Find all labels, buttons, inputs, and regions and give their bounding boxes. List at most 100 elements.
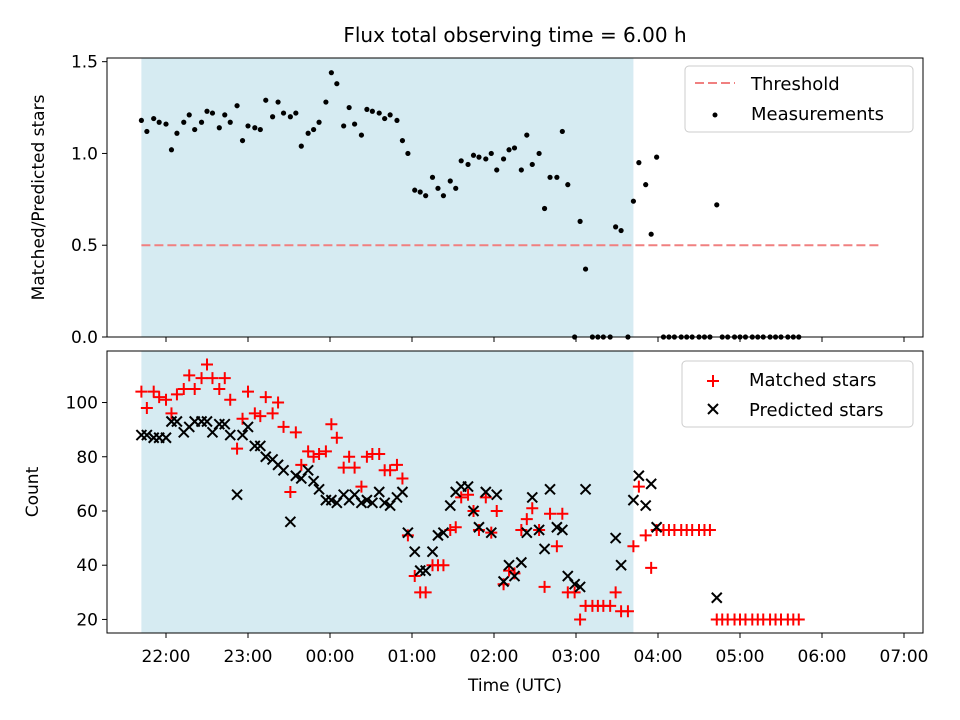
matched-point <box>224 393 237 406</box>
matched-point <box>396 472 409 485</box>
ratio-legend-box <box>684 65 914 133</box>
predicted-point <box>526 491 538 504</box>
predicted-point <box>650 521 663 533</box>
time-x-tick-label: 05:00 <box>716 647 765 667</box>
ratio-y-axis-label: Matched/Predicted stars <box>29 94 49 300</box>
measurement-point <box>429 174 436 180</box>
measurement-point <box>399 137 406 144</box>
measurement-point <box>458 158 464 164</box>
measurement-point <box>376 110 382 116</box>
matched-point <box>325 418 338 431</box>
matched-point <box>201 358 213 371</box>
predicted-point <box>467 505 480 517</box>
time-x-axis: 22:00 23:00 00:00 01:00 02:00 03:00 04:00 05:00… <box>142 633 929 667</box>
predicted-point <box>473 521 485 533</box>
observing-window-shade <box>141 351 634 633</box>
matched-point <box>373 448 386 461</box>
ratio-y-tick-label: 0.0 <box>71 328 98 348</box>
matched-point <box>384 464 397 477</box>
predicted-point <box>373 486 385 498</box>
measurement-point <box>151 115 157 122</box>
predicted-point <box>497 575 510 588</box>
legend-matched-swatch <box>707 375 719 387</box>
measurement-point <box>547 174 553 180</box>
predicted-point <box>254 440 267 452</box>
time-x-tick-label: 03:00 <box>552 647 601 667</box>
matched-point <box>645 561 658 574</box>
measurement-point <box>417 189 423 195</box>
predicted-point <box>462 480 474 493</box>
measurement-point <box>435 185 441 191</box>
matched-point <box>639 529 652 542</box>
measurement-point <box>234 103 240 109</box>
measurement-point <box>168 147 175 153</box>
predicted-point <box>521 526 533 539</box>
matched-point <box>213 382 226 395</box>
predicted-point <box>231 489 243 501</box>
matched-point <box>556 507 569 520</box>
matched-point <box>153 391 166 404</box>
predicted-point <box>503 559 515 571</box>
matched-point <box>307 450 320 463</box>
measurement-point <box>518 167 524 173</box>
x-axis-label: Time (UTC) <box>467 676 562 696</box>
predicted-point <box>426 545 439 558</box>
matched-point <box>183 369 196 382</box>
predicted-point <box>615 559 627 571</box>
legend-measurement-label: Measurements <box>751 104 884 125</box>
measurement-point <box>341 123 347 129</box>
predicted-point <box>277 464 290 477</box>
predicted-point <box>141 429 153 441</box>
predicted-point <box>538 543 551 555</box>
predicted-point <box>355 497 368 509</box>
matched-point <box>520 513 533 526</box>
matched-point <box>568 586 581 599</box>
measurement-point <box>138 117 144 124</box>
matched-point <box>574 613 587 626</box>
matched-point <box>419 586 432 599</box>
matched-point <box>490 504 503 517</box>
measurement-point <box>209 110 216 116</box>
matched-point <box>455 491 468 504</box>
counts-panel: 20 40 60 80 100 22:00 23:00 00:00 01:00 02:00 03:… <box>23 350 929 696</box>
measurement-point <box>346 104 352 111</box>
measurement-point <box>559 128 565 135</box>
matched-point <box>313 448 326 461</box>
predicted-point <box>515 556 528 569</box>
predicted-point <box>284 516 297 528</box>
predicted-point <box>491 489 503 501</box>
predicted-point <box>480 486 492 498</box>
matched-point <box>792 613 805 626</box>
legend-predicted-label: Predicted stars <box>749 400 883 421</box>
predicted-point <box>201 415 213 428</box>
measurement-point <box>181 119 187 125</box>
measurement-point <box>483 156 489 162</box>
matched-point <box>231 442 244 455</box>
predicted-point <box>260 451 272 463</box>
matched-point <box>330 431 343 444</box>
matched-point <box>254 410 267 423</box>
measurement-point <box>156 119 162 125</box>
matched-point <box>550 540 563 553</box>
measurement-point <box>565 182 571 188</box>
counts-legend-box <box>681 360 914 428</box>
time-x-tick-label: 01:00 <box>388 647 437 667</box>
predicted-point <box>242 421 254 433</box>
chart-title: Flux total observing time = 6.00 h <box>343 23 686 47</box>
measurement-point <box>280 110 287 116</box>
measurement-point <box>222 112 228 118</box>
time-x-tick-label: 22:00 <box>142 647 191 667</box>
measurement-point <box>382 115 388 122</box>
measurement-point <box>554 174 560 180</box>
measurement-point <box>174 130 180 136</box>
matched-point <box>390 458 403 471</box>
predicted-point <box>171 415 183 428</box>
measurement-point <box>636 160 642 166</box>
measurement-point <box>394 117 400 124</box>
measurement-point <box>643 182 649 188</box>
matched-point <box>135 385 148 398</box>
measurement-point <box>582 266 589 272</box>
measurement-point <box>328 70 334 76</box>
measurement-point <box>352 121 358 127</box>
ratio-legend: Threshold Measurements <box>684 65 914 133</box>
